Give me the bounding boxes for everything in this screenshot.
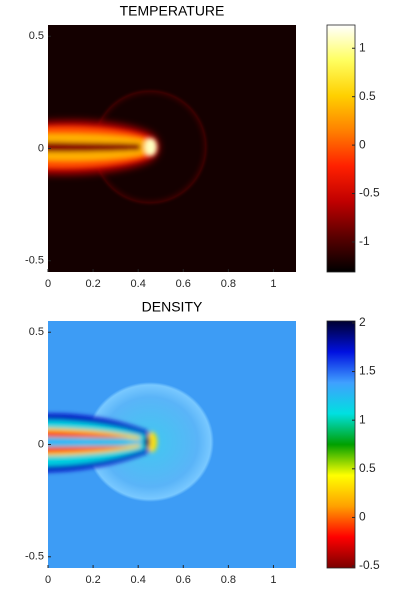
colorbar-tick-label: 0.5 xyxy=(359,89,376,103)
colorbar-tick-label: -1 xyxy=(359,234,370,248)
y-tick-label: -0.5 xyxy=(25,551,44,563)
colorbar-tick-label: 1 xyxy=(359,412,366,426)
y-tick-label: 0 xyxy=(38,438,44,450)
colorbar-tick-label: -0.5 xyxy=(359,558,380,572)
y-tick-label: 0 xyxy=(38,142,44,154)
x-tick-label: 0.6 xyxy=(176,574,191,586)
x-tick-label: 0.8 xyxy=(221,278,236,290)
x-tick-label: 0.2 xyxy=(85,574,100,586)
x-tick-label: 0.8 xyxy=(221,574,236,586)
colorbar-tick-label: 1 xyxy=(359,40,366,54)
x-tick-label: 0.2 xyxy=(85,278,100,290)
x-tick-label: 0 xyxy=(45,574,51,586)
y-tick-label: 0.5 xyxy=(29,30,44,42)
x-tick-label: 0.4 xyxy=(131,574,146,586)
y-tick-label: -0.5 xyxy=(25,255,44,267)
colorbar-tick-label: 0 xyxy=(359,510,366,524)
colorbar-tick-label: 2 xyxy=(359,315,366,329)
colorbar xyxy=(326,24,356,273)
temperature-field xyxy=(48,25,296,272)
colorbar-tick-label: 1.5 xyxy=(359,364,376,378)
colorbar-tick-label: 0 xyxy=(359,137,366,151)
x-tick-label: 0.4 xyxy=(131,278,146,290)
chart-title: DENSITY xyxy=(142,299,203,315)
chart-title: TEMPERATURE xyxy=(120,3,225,19)
colorbar xyxy=(326,320,356,569)
colorbar-tick-label: -0.5 xyxy=(359,186,380,200)
density-field xyxy=(48,321,296,568)
x-tick-label: 0 xyxy=(45,278,51,290)
colorbar-tick-label: 0.5 xyxy=(359,461,376,475)
y-tick-label: 0.5 xyxy=(29,326,44,338)
x-tick-label: 0.6 xyxy=(176,278,191,290)
x-tick-label: 1 xyxy=(270,278,276,290)
x-tick-label: 1 xyxy=(270,574,276,586)
